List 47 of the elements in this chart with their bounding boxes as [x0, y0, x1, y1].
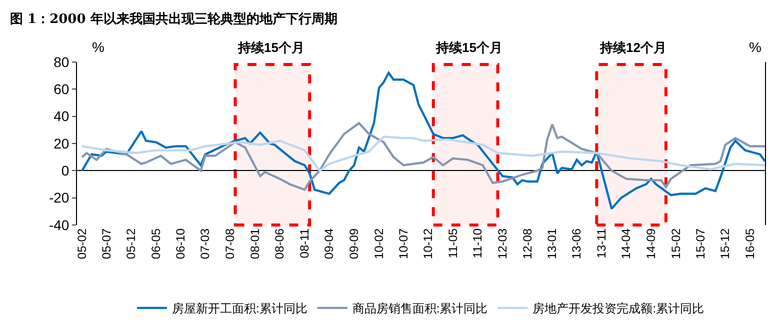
line-series	[80, 122, 765, 191]
y-tick-label: -20	[48, 190, 70, 206]
y-tick-label: 20	[54, 135, 70, 152]
x-tick-label: 07-08	[223, 228, 238, 260]
x-tick-label: 07-03	[198, 228, 212, 260]
band-label: 持续12个月	[599, 40, 666, 55]
x-tick-label: 08-01	[248, 228, 262, 260]
legend-label: 房地产开发投资完成额:累计同比	[532, 302, 704, 316]
line-series	[80, 136, 765, 172]
x-tick-label: 08-06	[272, 228, 287, 260]
x-tick-label: 15-02	[668, 228, 683, 260]
y-tick-label: 80	[54, 54, 70, 70]
x-tick-label: 05-07	[99, 228, 114, 260]
x-tick-label: 05-12	[124, 228, 138, 260]
x-tick-label: 06-10	[174, 228, 188, 260]
chart-title: 图 1：2000 年以来我国共出现三轮典型的地产下行周期	[10, 11, 338, 27]
x-tick-label: 10-12	[421, 228, 436, 260]
y-axis-title: %	[92, 39, 104, 55]
legend-label: 商品房销售面积:累计同比	[352, 302, 488, 316]
x-tick-label: 12-03	[495, 228, 510, 260]
y2-axis-title: %	[749, 39, 762, 55]
x-tick-label: 10-02	[372, 228, 386, 260]
x-tick-label: 09-09	[347, 228, 362, 260]
band-label: 持续15个月	[435, 40, 502, 55]
line-series	[80, 72, 765, 210]
x-tick-label: 14-09	[644, 228, 658, 260]
x-tick-label: 05-02	[74, 228, 89, 260]
x-tick-label: 13-01	[545, 228, 560, 260]
x-tick-label: 10-07	[396, 228, 410, 260]
x-tick-label: 15-12	[718, 228, 732, 260]
x-tick-label: 13-06	[570, 228, 584, 260]
y-tick-label: 0	[61, 162, 70, 179]
x-tick-label: 09-04	[322, 228, 336, 260]
band-label: 持续15个月	[237, 40, 304, 55]
x-tick-label: 11-05	[446, 228, 460, 258]
x-tick-label: 16-05	[742, 228, 757, 260]
y-tick-label: -40	[48, 216, 70, 233]
legend-label: 房屋新开工面积:累计同比	[172, 302, 308, 316]
x-tick-label: 08-11	[298, 228, 312, 258]
y-tick-label: 40	[54, 108, 70, 124]
x-tick-label: 15-07	[693, 228, 708, 260]
y-tick-label: 60	[54, 81, 70, 98]
x-tick-label: 11-10	[470, 228, 485, 258]
x-tick-label: 14-04	[619, 228, 634, 260]
x-tick-label: 13-11	[594, 228, 609, 258]
x-tick-label: 12-08	[520, 228, 534, 260]
x-tick-label: 06-05	[148, 228, 163, 260]
